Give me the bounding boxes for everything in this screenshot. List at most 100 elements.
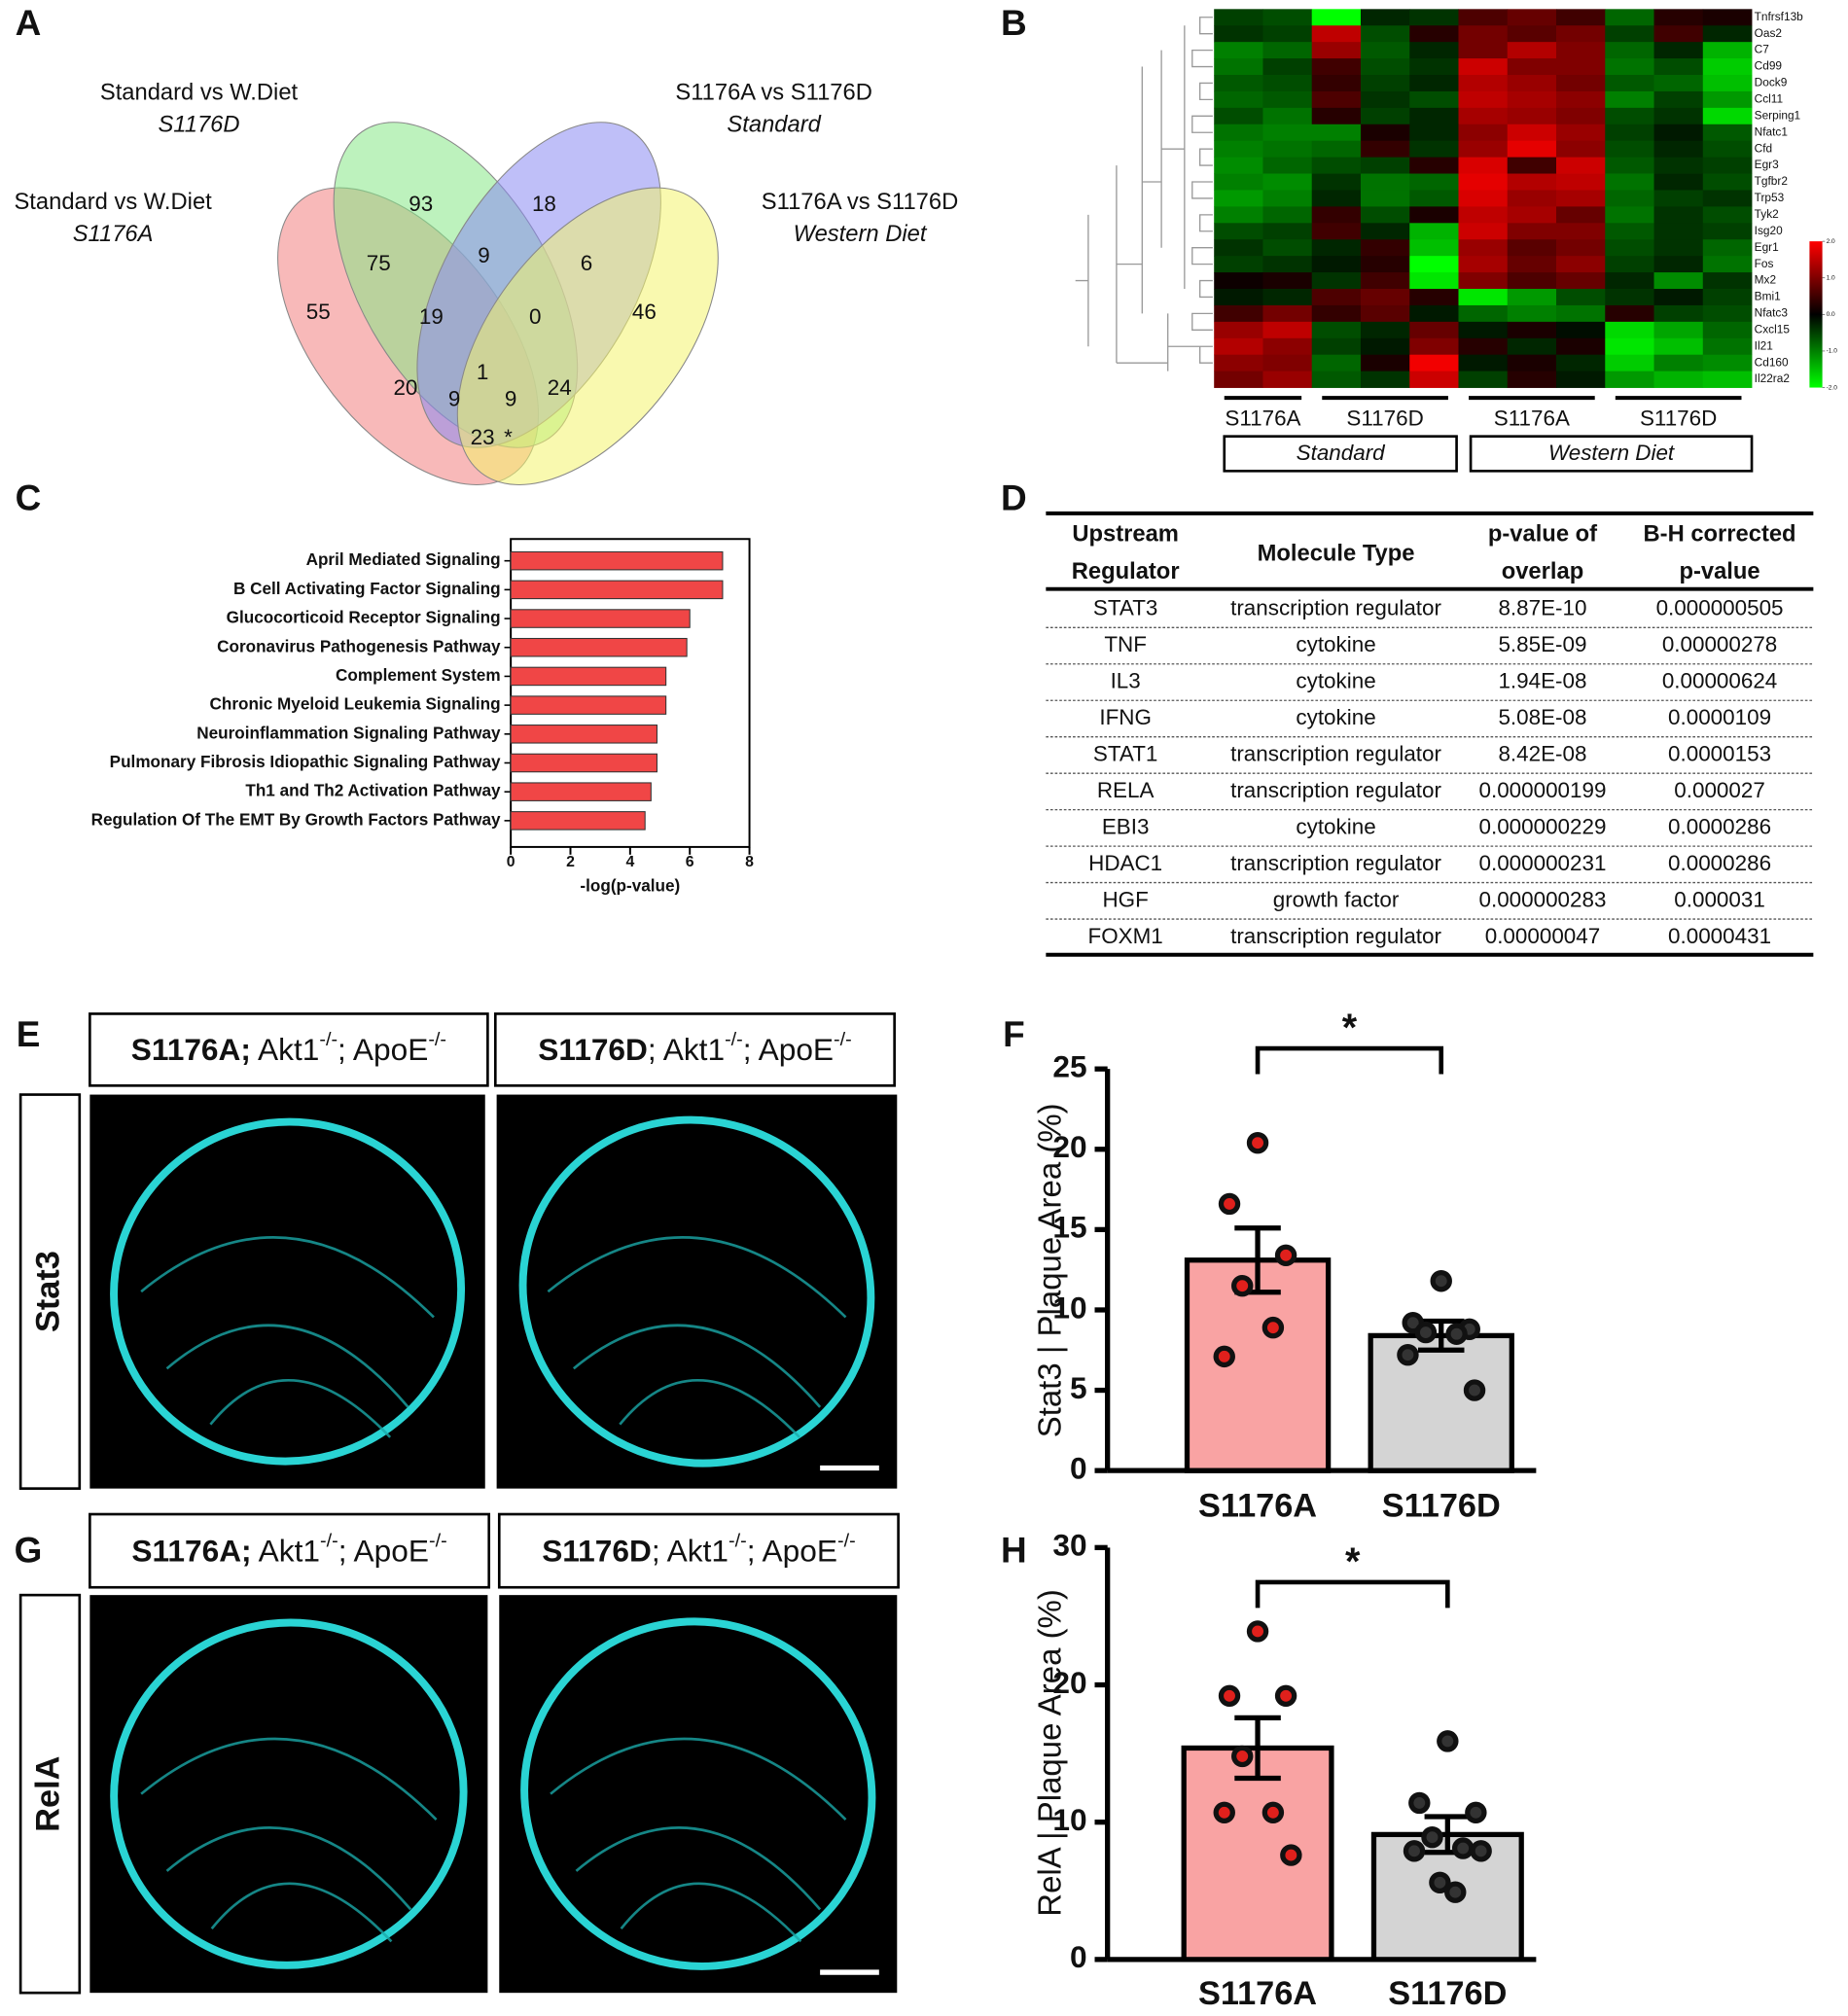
heatmap-cell [1458, 304, 1509, 323]
data-point [1421, 1826, 1443, 1849]
heatmap-cell [1507, 90, 1557, 109]
heatmap-cell [1409, 304, 1459, 323]
heatmap-cell [1653, 272, 1704, 290]
heatmap-cell [1262, 304, 1313, 323]
heatmap-cell [1605, 107, 1654, 125]
venn-count: 9 [505, 387, 516, 411]
table-cell: HGF [1102, 888, 1148, 912]
table-header: overlap [1502, 558, 1583, 584]
heatmap-cell [1556, 140, 1606, 159]
group-label: S1176D [1346, 406, 1423, 430]
table-cell: growth factor [1273, 888, 1400, 912]
venn-count: 23 [471, 425, 495, 449]
bar [1184, 1257, 1332, 1473]
stain-label: Stat3 [30, 1251, 67, 1332]
genotype-part: -/- [320, 1531, 338, 1552]
venn-count: 9 [478, 243, 489, 267]
table-cell: 0.00000047 [1485, 924, 1600, 948]
heatmap-cell [1458, 239, 1509, 257]
heatmap-cell [1653, 157, 1704, 174]
heatmap-cell [1409, 371, 1459, 388]
table-cell: 8.87E-10 [1498, 596, 1586, 620]
heatmap-cell [1556, 25, 1606, 43]
heatmap-cell [1360, 206, 1410, 224]
venn-set-name: Standard vs W.Diet [14, 189, 212, 215]
heatmap-cell [1360, 354, 1410, 372]
venn-star: * [504, 425, 513, 449]
heatmap-cell [1702, 42, 1753, 59]
table-cell: 0.000000229 [1479, 815, 1607, 839]
heatmap-cell [1311, 371, 1362, 388]
heatmap-cell [1458, 272, 1509, 290]
panel-letter: A [16, 3, 42, 43]
heatmap-cell [1702, 371, 1753, 388]
x-tick-label: S1176D [1388, 1975, 1507, 2012]
stain-box [18, 1593, 82, 1995]
panel-letter: H [1001, 1530, 1027, 1570]
heatmap-cell [1702, 140, 1753, 159]
heatmap-cell [1507, 58, 1557, 76]
x-tick-label: 0 [507, 854, 515, 870]
diet-box [1223, 435, 1458, 473]
y-tick-label: April Mediated Signaling [306, 549, 501, 569]
gene-label: Serping1 [1755, 108, 1801, 122]
tissue-detail [140, 1236, 435, 1438]
venn-count: 46 [632, 300, 657, 324]
bar [510, 695, 667, 715]
heatmap-cell [1507, 256, 1557, 273]
genotype-part: -/- [429, 1531, 447, 1552]
heatmap-cell [1458, 140, 1509, 159]
heatmap-cell [1556, 173, 1606, 191]
heatmap-cell [1556, 223, 1606, 240]
table-cell: HDAC1 [1088, 851, 1162, 875]
significance-bracket [1255, 1579, 1450, 1609]
colorbar-label: 0.0 [1827, 311, 1835, 318]
y-tick-label: 0 [1070, 1451, 1087, 1486]
heatmap-cell [1214, 140, 1263, 159]
y-tick-label: 20 [1052, 1129, 1086, 1164]
heatmap-cell [1605, 239, 1654, 257]
heatmap-cell [1605, 58, 1654, 76]
heatmap-cell [1556, 190, 1606, 207]
genotype-part: ; Akt1 [652, 1534, 729, 1569]
venn-set-name: S1176A vs S1176D [675, 80, 871, 106]
heatmap-cell [1262, 206, 1313, 224]
table-cell: TNF [1104, 632, 1147, 656]
heatmap-cell [1653, 337, 1704, 356]
heatmap-cell [1409, 256, 1459, 273]
heatmap-cell [1556, 9, 1606, 26]
gene-label: Il21 [1755, 338, 1774, 352]
heatmap-cell [1458, 321, 1509, 339]
tissue-outline [518, 1115, 875, 1468]
genotype-part: ; ApoE [338, 1032, 428, 1067]
venn-count: 1 [477, 360, 488, 384]
heatmap-cell [1702, 107, 1753, 125]
table-cell: IFNG [1099, 705, 1152, 729]
table-header: Regulator [1072, 558, 1180, 584]
table-cell: 0.0000286 [1668, 815, 1771, 839]
heatmap-cell [1507, 107, 1557, 125]
y-tick-label: 5 [1070, 1370, 1087, 1405]
table-cell: 0.000000505 [1656, 596, 1784, 620]
heatmap-cell [1605, 337, 1654, 356]
heatmap-cell [1409, 75, 1459, 92]
y-tick-label: 10 [1052, 1802, 1086, 1837]
heatmap-cell [1214, 239, 1263, 257]
heatmap-cell [1409, 337, 1459, 356]
x-tick-label: S1176D [1382, 1487, 1501, 1524]
heatmap-cell [1653, 173, 1704, 191]
heatmap-cell [1458, 107, 1509, 125]
table-cell: transcription regulator [1230, 924, 1441, 948]
genotype-part: S1176A; [131, 1032, 251, 1067]
heatmap-cell [1262, 371, 1313, 388]
heatmap-cell [1605, 25, 1654, 43]
genotype-part: S1176A; [131, 1534, 251, 1569]
heatmap-cell [1311, 90, 1362, 109]
y-tick-label: 15 [1052, 1210, 1086, 1245]
table-cell: 0.0000286 [1668, 851, 1771, 875]
heatmap-cell [1311, 289, 1362, 306]
heatmap-cell [1360, 256, 1410, 273]
genotype-part: -/- [725, 1029, 743, 1050]
heatmap-cell [1409, 140, 1459, 159]
